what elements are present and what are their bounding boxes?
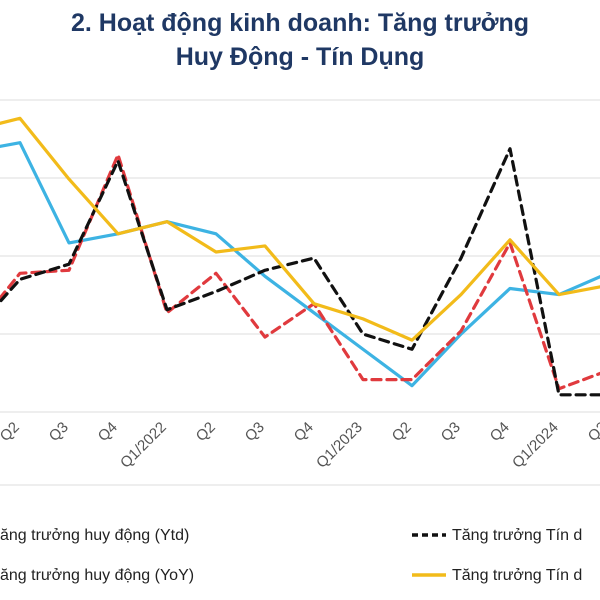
x-tick-label: Q4 [95,419,121,445]
x-tick-label: Q1/2022 [117,419,170,472]
x-tick-label: Q2 [0,419,23,445]
series-line-3 [0,147,600,397]
series-line-4 [0,116,600,342]
legend-label: ăng trưởng huy động (Ytd) [0,527,189,544]
x-tick-label: Q2 [193,419,219,445]
legend-label: ăng trưởng huy động (YoY) [0,567,194,584]
x-tick-label: Q3 [46,419,72,445]
legend-label: Tăng trưởng Tín d [452,567,582,584]
x-tick-label: Q3 [242,419,268,445]
chart-title: 2. Hoạt động kinh doanh: Tăng trưởng Huy… [0,6,600,74]
series-line-1 [0,141,600,388]
x-tick-label: Q3 [438,419,464,445]
legend-label: Tăng trưởng Tín d [452,527,582,544]
x-tick-label: Q2 [389,419,415,445]
x-tick-label: Q4 [487,419,513,445]
x-tick-label: Q2 [585,419,600,445]
chart-title-line-1: 2. Hoạt động kinh doanh: Tăng trưởng [70,9,530,37]
x-tick-label: Q1/2023 [313,419,366,472]
chart-title-line-2: Huy Động - Tín Dụng [175,43,425,71]
x-tick-label: Q4 [291,419,317,445]
x-tick-label: Q1/2024 [509,419,562,472]
series-line-2 [0,153,600,391]
